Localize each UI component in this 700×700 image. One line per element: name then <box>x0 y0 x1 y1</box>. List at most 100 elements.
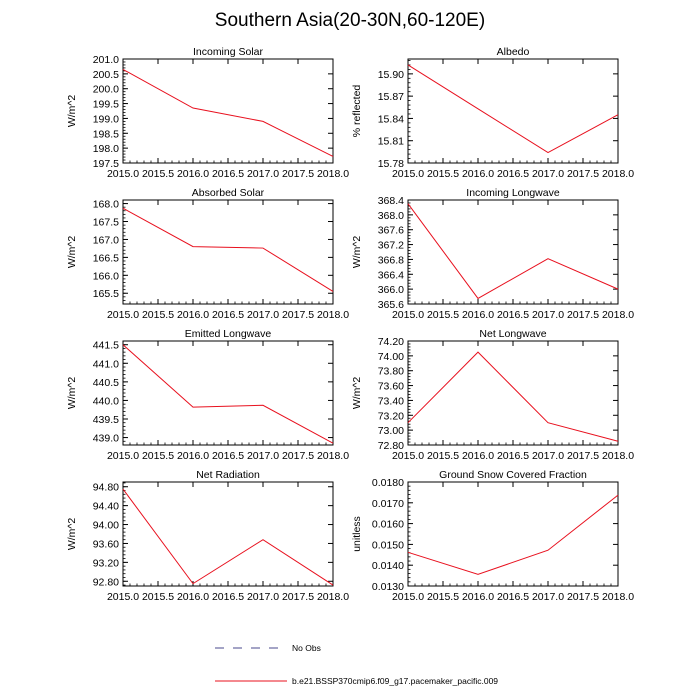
y-tick-label: 197.5 <box>93 158 119 170</box>
y-tick-label: 165.5 <box>93 288 119 300</box>
y-tick-label: 368.0 <box>378 210 404 222</box>
y-tick-label: 365.6 <box>378 299 404 311</box>
panel-2: Albedo 2015.0 2015.5 2016.0 2016.5 2017.0 2017… <box>351 46 634 180</box>
x-tick-label: 2016.0 <box>177 168 209 180</box>
y-tick-label: 440.0 <box>93 395 119 407</box>
x-tick-label: 2015.5 <box>142 309 174 321</box>
x-tick-label: 2017.0 <box>247 309 279 321</box>
x-tick-label: 2017.5 <box>567 591 599 603</box>
x-tick-label: 2017.5 <box>567 168 599 180</box>
y-axis-label: W/m^2 <box>66 377 78 410</box>
legend: No Obs b.e21.BSSP370cmip6.f09_g17.pacemak… <box>215 643 498 686</box>
x-tick-label: 2016.0 <box>177 309 209 321</box>
x-tick-label: 2017.5 <box>282 168 314 180</box>
x-tick-label: 2017.5 <box>282 309 314 321</box>
y-tick-label: 367.2 <box>378 240 404 252</box>
y-tick-label: 15.90 <box>378 69 404 81</box>
y-tick-label: 201.0 <box>93 54 119 66</box>
x-tick-label: 2016.5 <box>497 309 529 321</box>
y-tick-label: 0.0130 <box>372 581 404 593</box>
x-tick-label: 2016.5 <box>212 450 244 462</box>
x-tick-label: 2016.0 <box>177 591 209 603</box>
plot-frame <box>122 340 334 446</box>
x-tick-label: 2017.0 <box>532 309 564 321</box>
y-tick-label: 199.5 <box>93 99 119 111</box>
plot-frame <box>122 58 334 164</box>
y-tick-label: 441.5 <box>93 340 119 352</box>
x-tick-label: 2015.0 <box>107 168 139 180</box>
x-tick-label: 2016.0 <box>177 450 209 462</box>
series-line-1 <box>407 351 619 442</box>
plot-frame <box>407 481 619 587</box>
x-tick-label: 2017.5 <box>282 450 314 462</box>
y-tick-label: 73.40 <box>378 395 404 407</box>
y-tick-label: 367.6 <box>378 225 404 237</box>
panel-4: Incoming Longwave 2015.0 2015.5 2016.0 2016.… <box>351 187 634 321</box>
y-axis-label: W/m^2 <box>66 518 78 551</box>
y-axis-label: W/m^2 <box>351 236 363 269</box>
x-tick-label: 2018.0 <box>317 309 349 321</box>
y-tick-label: 167.0 <box>93 234 119 246</box>
x-tick-label: 2015.5 <box>427 450 459 462</box>
y-tick-label: 198.5 <box>93 128 119 140</box>
y-tick-label: 73.20 <box>378 410 404 422</box>
y-tick-label: 74.00 <box>378 351 404 363</box>
y-tick-label: 366.0 <box>378 284 404 296</box>
x-tick-label: 2015.0 <box>107 450 139 462</box>
plot-frame <box>122 199 334 305</box>
x-tick-label: 2016.0 <box>462 309 494 321</box>
y-tick-label: 168.0 <box>93 199 119 211</box>
x-tick-label: 2018.0 <box>317 168 349 180</box>
panel-title: Net Longwave <box>479 328 546 340</box>
y-tick-label: 15.78 <box>378 158 404 170</box>
x-tick-label: 2017.0 <box>532 450 564 462</box>
panel-title: Net Radiation <box>196 469 260 481</box>
y-axis-label: % reflected <box>351 85 363 138</box>
series-line-1 <box>407 203 619 300</box>
y-tick-label: 93.60 <box>93 538 119 550</box>
x-tick-label: 2017.0 <box>532 168 564 180</box>
x-tick-label: 2017.0 <box>532 591 564 603</box>
y-tick-label: 0.0140 <box>372 560 404 572</box>
y-tick-label: 199.0 <box>93 113 119 125</box>
x-tick-label: 2016.5 <box>497 450 529 462</box>
series-line-1 <box>122 344 334 444</box>
y-tick-label: 167.5 <box>93 217 119 229</box>
x-tick-label: 2017.0 <box>247 450 279 462</box>
y-tick-label: 166.0 <box>93 270 119 282</box>
x-tick-label: 2015.5 <box>427 591 459 603</box>
y-tick-label: 0.0160 <box>372 519 404 531</box>
y-tick-label: 15.84 <box>378 113 404 125</box>
y-tick-label: 366.8 <box>378 254 404 266</box>
y-tick-label: 439.5 <box>93 414 119 426</box>
y-tick-label: 439.0 <box>93 433 119 445</box>
x-tick-label: 2016.0 <box>462 168 494 180</box>
y-tick-label: 74.20 <box>378 336 404 348</box>
legend-label-2: b.e21.BSSP370cmip6.f09_g17.pacemaker_pac… <box>292 676 498 686</box>
x-tick-label: 2017.5 <box>567 309 599 321</box>
panel-title: Emitted Longwave <box>185 328 272 340</box>
panel-title: Incoming Longwave <box>466 187 560 199</box>
y-tick-label: 94.00 <box>93 520 119 532</box>
series-line-1 <box>122 207 334 292</box>
y-tick-label: 368.4 <box>378 195 404 207</box>
y-tick-label: 92.80 <box>93 576 119 588</box>
plot-frame <box>407 58 619 164</box>
legend-label-1: No Obs <box>292 643 321 653</box>
x-tick-label: 2015.5 <box>142 168 174 180</box>
x-tick-label: 2015.0 <box>107 591 139 603</box>
y-tick-label: 0.0180 <box>372 477 404 489</box>
plot-frame <box>122 481 334 587</box>
y-tick-label: 72.80 <box>378 440 404 452</box>
y-tick-label: 94.40 <box>93 501 119 513</box>
x-tick-label: 2018.0 <box>602 450 634 462</box>
y-tick-label: 73.80 <box>378 366 404 378</box>
y-tick-label: 15.87 <box>378 91 404 103</box>
panel-5: Emitted Longwave 2015.0 2015.5 2016.0 2016.5… <box>66 328 349 462</box>
series-line-1 <box>407 494 619 575</box>
